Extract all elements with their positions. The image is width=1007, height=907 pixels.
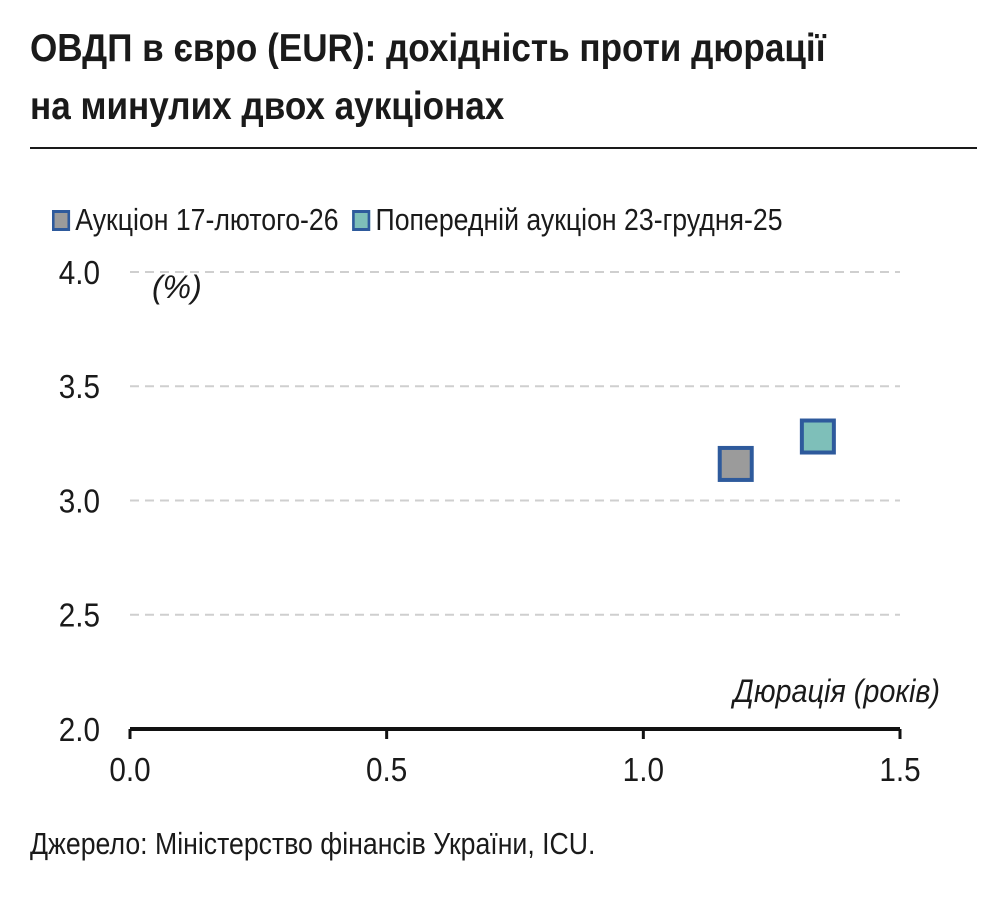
chart-title-line-1: ОВДП в євро (EUR): дохідність проти дюра… (30, 27, 826, 70)
legend-item-previous-auction: Попередній аукціон 23-грудня-25 (352, 202, 783, 238)
chart-legend: Аукціон 17-лютого-26 Попередній аукціон … (52, 200, 796, 240)
legend-item-current-auction: Аукціон 17-лютого-26 (52, 202, 339, 238)
x-tick-label-1: 0.5 (366, 752, 407, 789)
x-tick-label-2: 1.0 (623, 752, 664, 789)
x-tick-label-0: 0.0 (109, 752, 150, 789)
chart-title-line-2: на минулих двох аукціонах (30, 85, 505, 128)
y-tick-label-0: 2.0 (59, 712, 100, 749)
x-tick-label-3: 1.5 (879, 752, 920, 789)
legend-swatch-current-auction (52, 209, 71, 231)
title-divider (30, 147, 977, 149)
y-tick-label-2: 3.0 (59, 483, 100, 520)
y-tick-label-3: 3.5 (59, 369, 100, 406)
x-axis-label: Дюрація (років) (731, 674, 940, 710)
legend-label-current-auction: Аукціон 17-лютого-26 (75, 202, 339, 237)
data-point-series-1-0 (799, 418, 836, 455)
legend-swatch-previous-auction (352, 209, 371, 231)
chart-title: ОВДП в євро (EUR): дохідність проти дюра… (30, 20, 894, 136)
source-note: Джерело: Міністерство фінансів України, … (30, 826, 596, 861)
y-tick-label-1: 2.5 (59, 597, 100, 634)
data-point-series-0-0 (717, 445, 754, 482)
legend-label-previous-auction: Попередній аукціон 23-грудня-25 (375, 202, 783, 237)
y-axis-label: (%) (152, 269, 202, 305)
y-tick-label-4: 4.0 (59, 255, 100, 292)
